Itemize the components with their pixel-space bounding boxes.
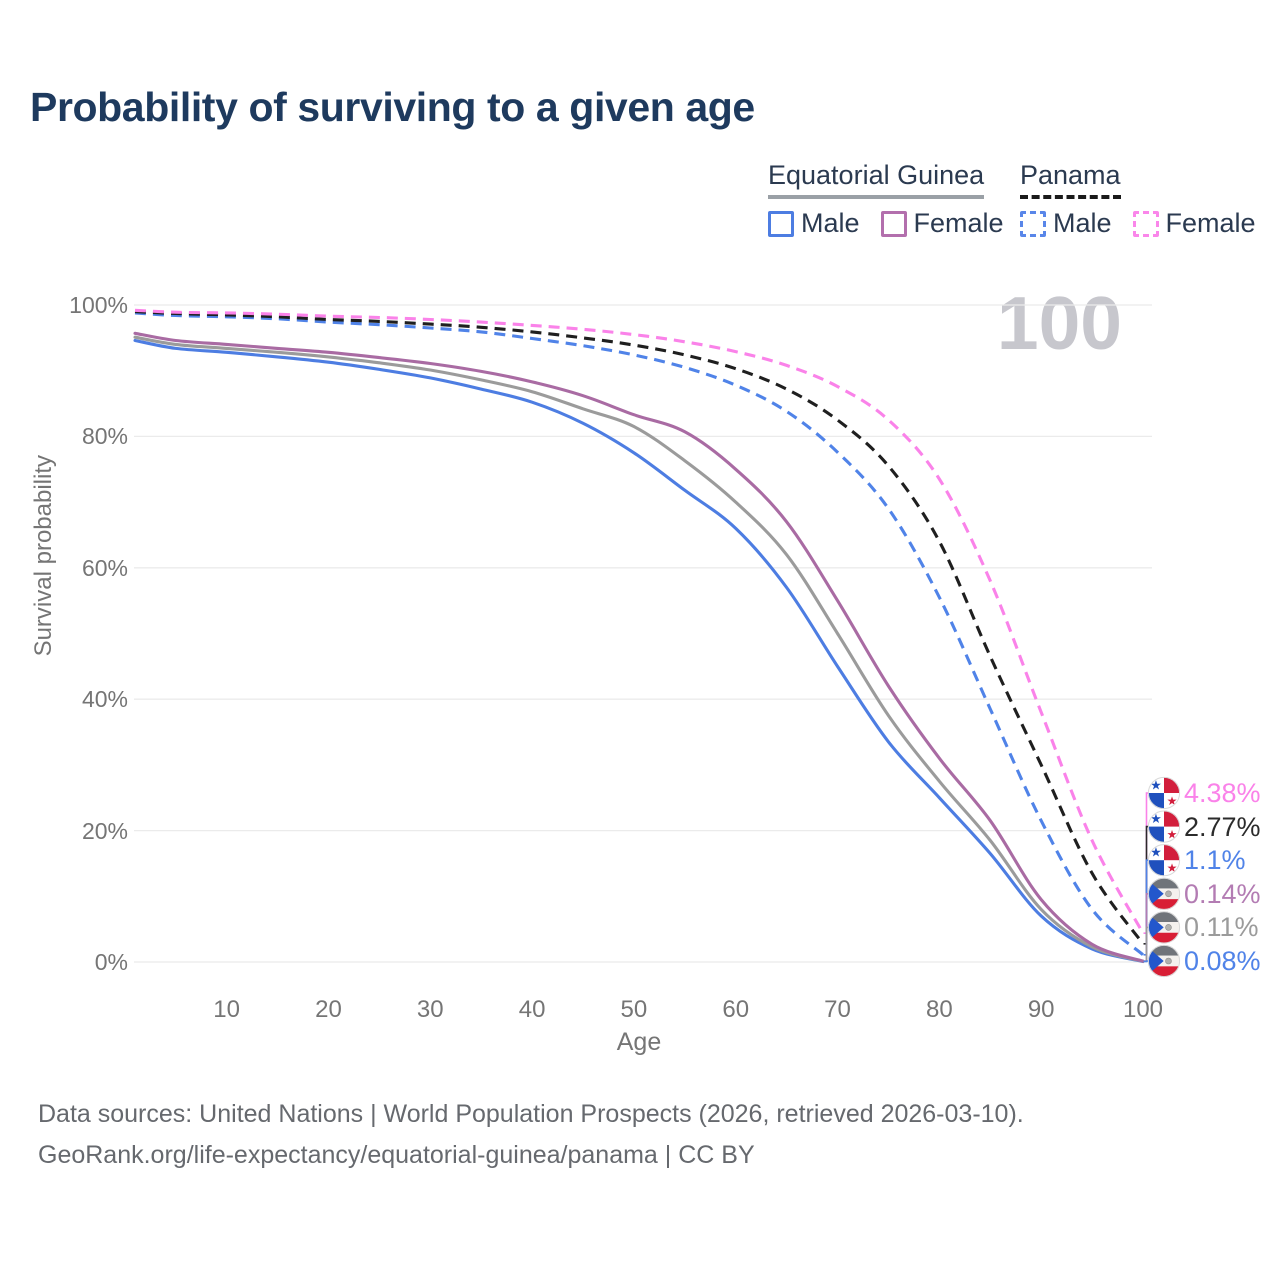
data-sources-footer: Data sources: United Nations | World Pop…: [38, 1094, 1024, 1176]
series-line-panama-female: [134, 308, 1145, 934]
end-label-equatorial-guinea-both-sexes: 0.11%: [1184, 912, 1259, 943]
x-tick-label: 50: [620, 996, 648, 1023]
panama-flag-icon: ★★: [1147, 776, 1181, 810]
panama-female-swatch-icon: [1132, 210, 1159, 237]
legend-item-label: Male: [801, 208, 860, 238]
attribution-line: GeoRank.org/life-expectancy/equatorial-g…: [38, 1141, 755, 1169]
svg-text:★: ★: [1150, 846, 1162, 861]
x-tick-label: 20: [315, 996, 342, 1023]
end-label-panama-male: 1.1%: [1184, 845, 1246, 876]
svg-text:★: ★: [1150, 812, 1162, 827]
y-tick-label: 100%: [69, 292, 128, 318]
series-line-equatorial-guinea-female: [133, 331, 1145, 963]
series-line-panama-both-sexes: [134, 310, 1145, 945]
x-axis-title: Age: [616, 1028, 662, 1056]
y-tick-label: 40%: [81, 686, 128, 713]
equatorial-guinea-flag-icon: [1147, 877, 1181, 910]
legend-item-label: Male: [1053, 208, 1112, 238]
svg-text:★: ★: [1167, 794, 1178, 808]
legend-group-equatorial-guinea: Equatorial Guinea Male Female: [768, 160, 1004, 239]
x-tick-label: 30: [416, 996, 444, 1023]
legend-item-panama-male[interactable]: Male: [1020, 208, 1112, 239]
panama-flag-icon: ★★: [1147, 810, 1181, 843]
end-label-panama-both-sexes: 2.77%: [1184, 811, 1261, 842]
x-tick-label: 70: [824, 996, 851, 1023]
x-tick-label: 100: [1122, 996, 1164, 1023]
end-label-equatorial-guinea-female: 0.14%: [1184, 878, 1261, 909]
page-title: Probability of surviving to a given age: [30, 84, 755, 130]
y-tick-label: 20%: [81, 817, 128, 844]
age-watermark: 100: [996, 281, 1122, 365]
legend-item-panama-female[interactable]: Female: [1132, 208, 1256, 239]
x-tick-label: 10: [213, 996, 240, 1023]
legend-item-eq-guinea-male[interactable]: Male: [768, 208, 860, 239]
legend-header-equatorial-guinea: Equatorial Guinea: [768, 160, 985, 199]
legend-header-panama: Panama: [1020, 160, 1121, 199]
y-tick-label: 0%: [94, 949, 128, 975]
end-label-panama-female: 4.38%: [1184, 778, 1261, 808]
y-tick-label: 60%: [81, 554, 128, 581]
eq-guinea-female-swatch-icon: [880, 210, 907, 237]
series-line-equatorial-guinea-male: [133, 338, 1145, 964]
legend-item-eq-guinea-female[interactable]: Female: [880, 208, 1004, 239]
svg-text:★: ★: [1167, 861, 1178, 875]
legend-item-label: Female: [1165, 208, 1256, 238]
end-label-equatorial-guinea-male: 0.08%: [1184, 946, 1261, 976]
series-line-panama-male: [134, 311, 1145, 956]
legend-group-panama: Panama Male Female: [1020, 160, 1256, 239]
legend-item-label: Female: [913, 208, 1004, 238]
series-line-equatorial-guinea-both-sexes: [133, 335, 1145, 963]
svg-text:★: ★: [1167, 828, 1178, 842]
x-tick-label: 60: [722, 996, 750, 1023]
x-tick-label: 80: [926, 996, 953, 1023]
panama-flag-icon: ★★: [1147, 844, 1181, 877]
x-tick-label: 90: [1027, 996, 1055, 1023]
panama-male-swatch-icon: [1020, 210, 1046, 237]
eq-guinea-male-swatch-icon: [768, 210, 794, 237]
svg-text:★: ★: [1150, 779, 1162, 794]
data-sources-line: Data sources: United Nations | World Pop…: [38, 1100, 1024, 1128]
x-tick-label: 40: [518, 996, 546, 1023]
y-axis-title: Survival probability: [30, 455, 57, 657]
equatorial-guinea-flag-icon: [1147, 911, 1181, 944]
y-tick-label: 80%: [81, 423, 128, 450]
equatorial-guinea-flag-icon: [1147, 944, 1181, 978]
